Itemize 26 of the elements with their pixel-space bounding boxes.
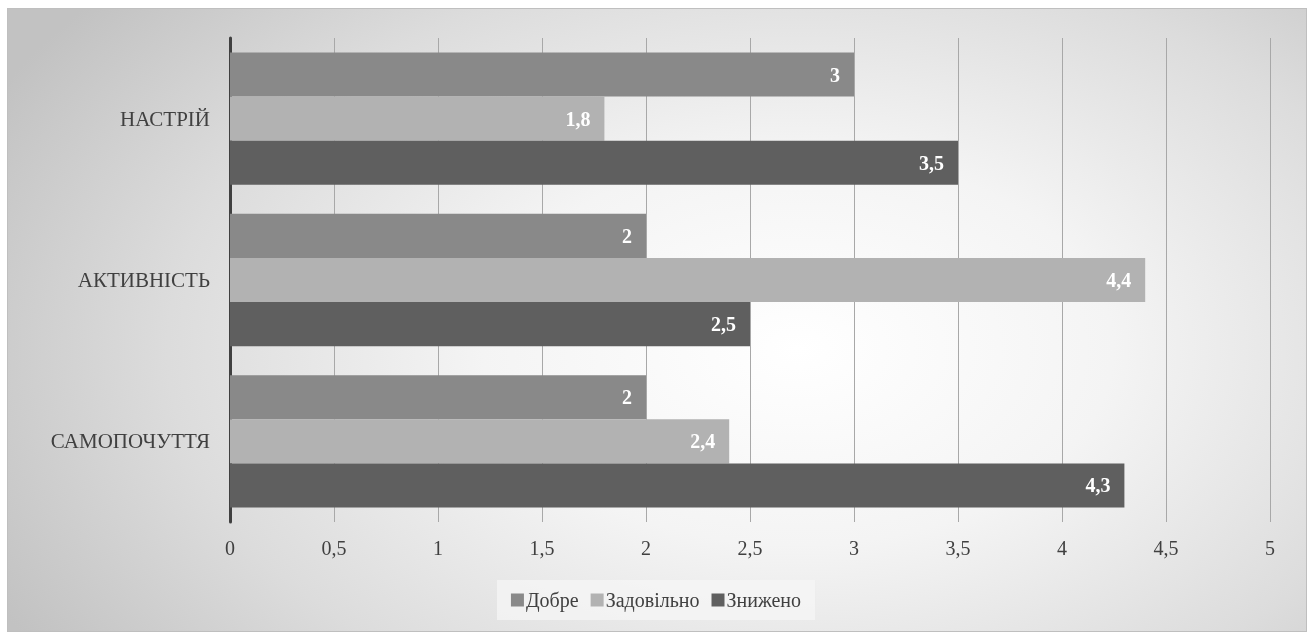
legend-label: Задовільно <box>605 589 700 612</box>
x-tick-label: 4,5 <box>1153 537 1179 559</box>
x-tick-label: 5 <box>1265 537 1275 559</box>
x-tick-label: 4 <box>1057 537 1067 559</box>
data-label: 1,8 <box>565 107 591 130</box>
data-label: 2,4 <box>690 430 716 453</box>
y-tick-label: АКТИВНІСТЬ <box>77 268 210 292</box>
x-tick-label: 0 <box>225 537 235 559</box>
x-tick-label: 1,5 <box>529 537 555 559</box>
legend-label: Добре <box>525 589 579 612</box>
y-tick-label: САМОПОЧУТТЯ <box>50 429 210 454</box>
data-label: 2,5 <box>711 313 736 336</box>
x-tick-label: 3 <box>849 537 859 559</box>
data-label: 3 <box>830 63 840 86</box>
x-tick-label: 3,5 <box>945 537 971 559</box>
x-tick-label: 1 <box>433 537 443 559</box>
x-tick-label: 0,5 <box>321 537 347 559</box>
data-label: 2 <box>622 224 632 247</box>
data-label: 4,4 <box>1106 269 1132 291</box>
data-label: 2 <box>622 386 632 409</box>
data-label: 3,5 <box>919 151 944 174</box>
x-tick-label: 2 <box>641 537 651 559</box>
data-label: 4,3 <box>1085 474 1111 497</box>
legend-label: Знижено <box>726 589 802 611</box>
y-tick-label: НАСТРІЙ <box>120 106 210 131</box>
x-tick-label: 2,5 <box>737 537 763 559</box>
